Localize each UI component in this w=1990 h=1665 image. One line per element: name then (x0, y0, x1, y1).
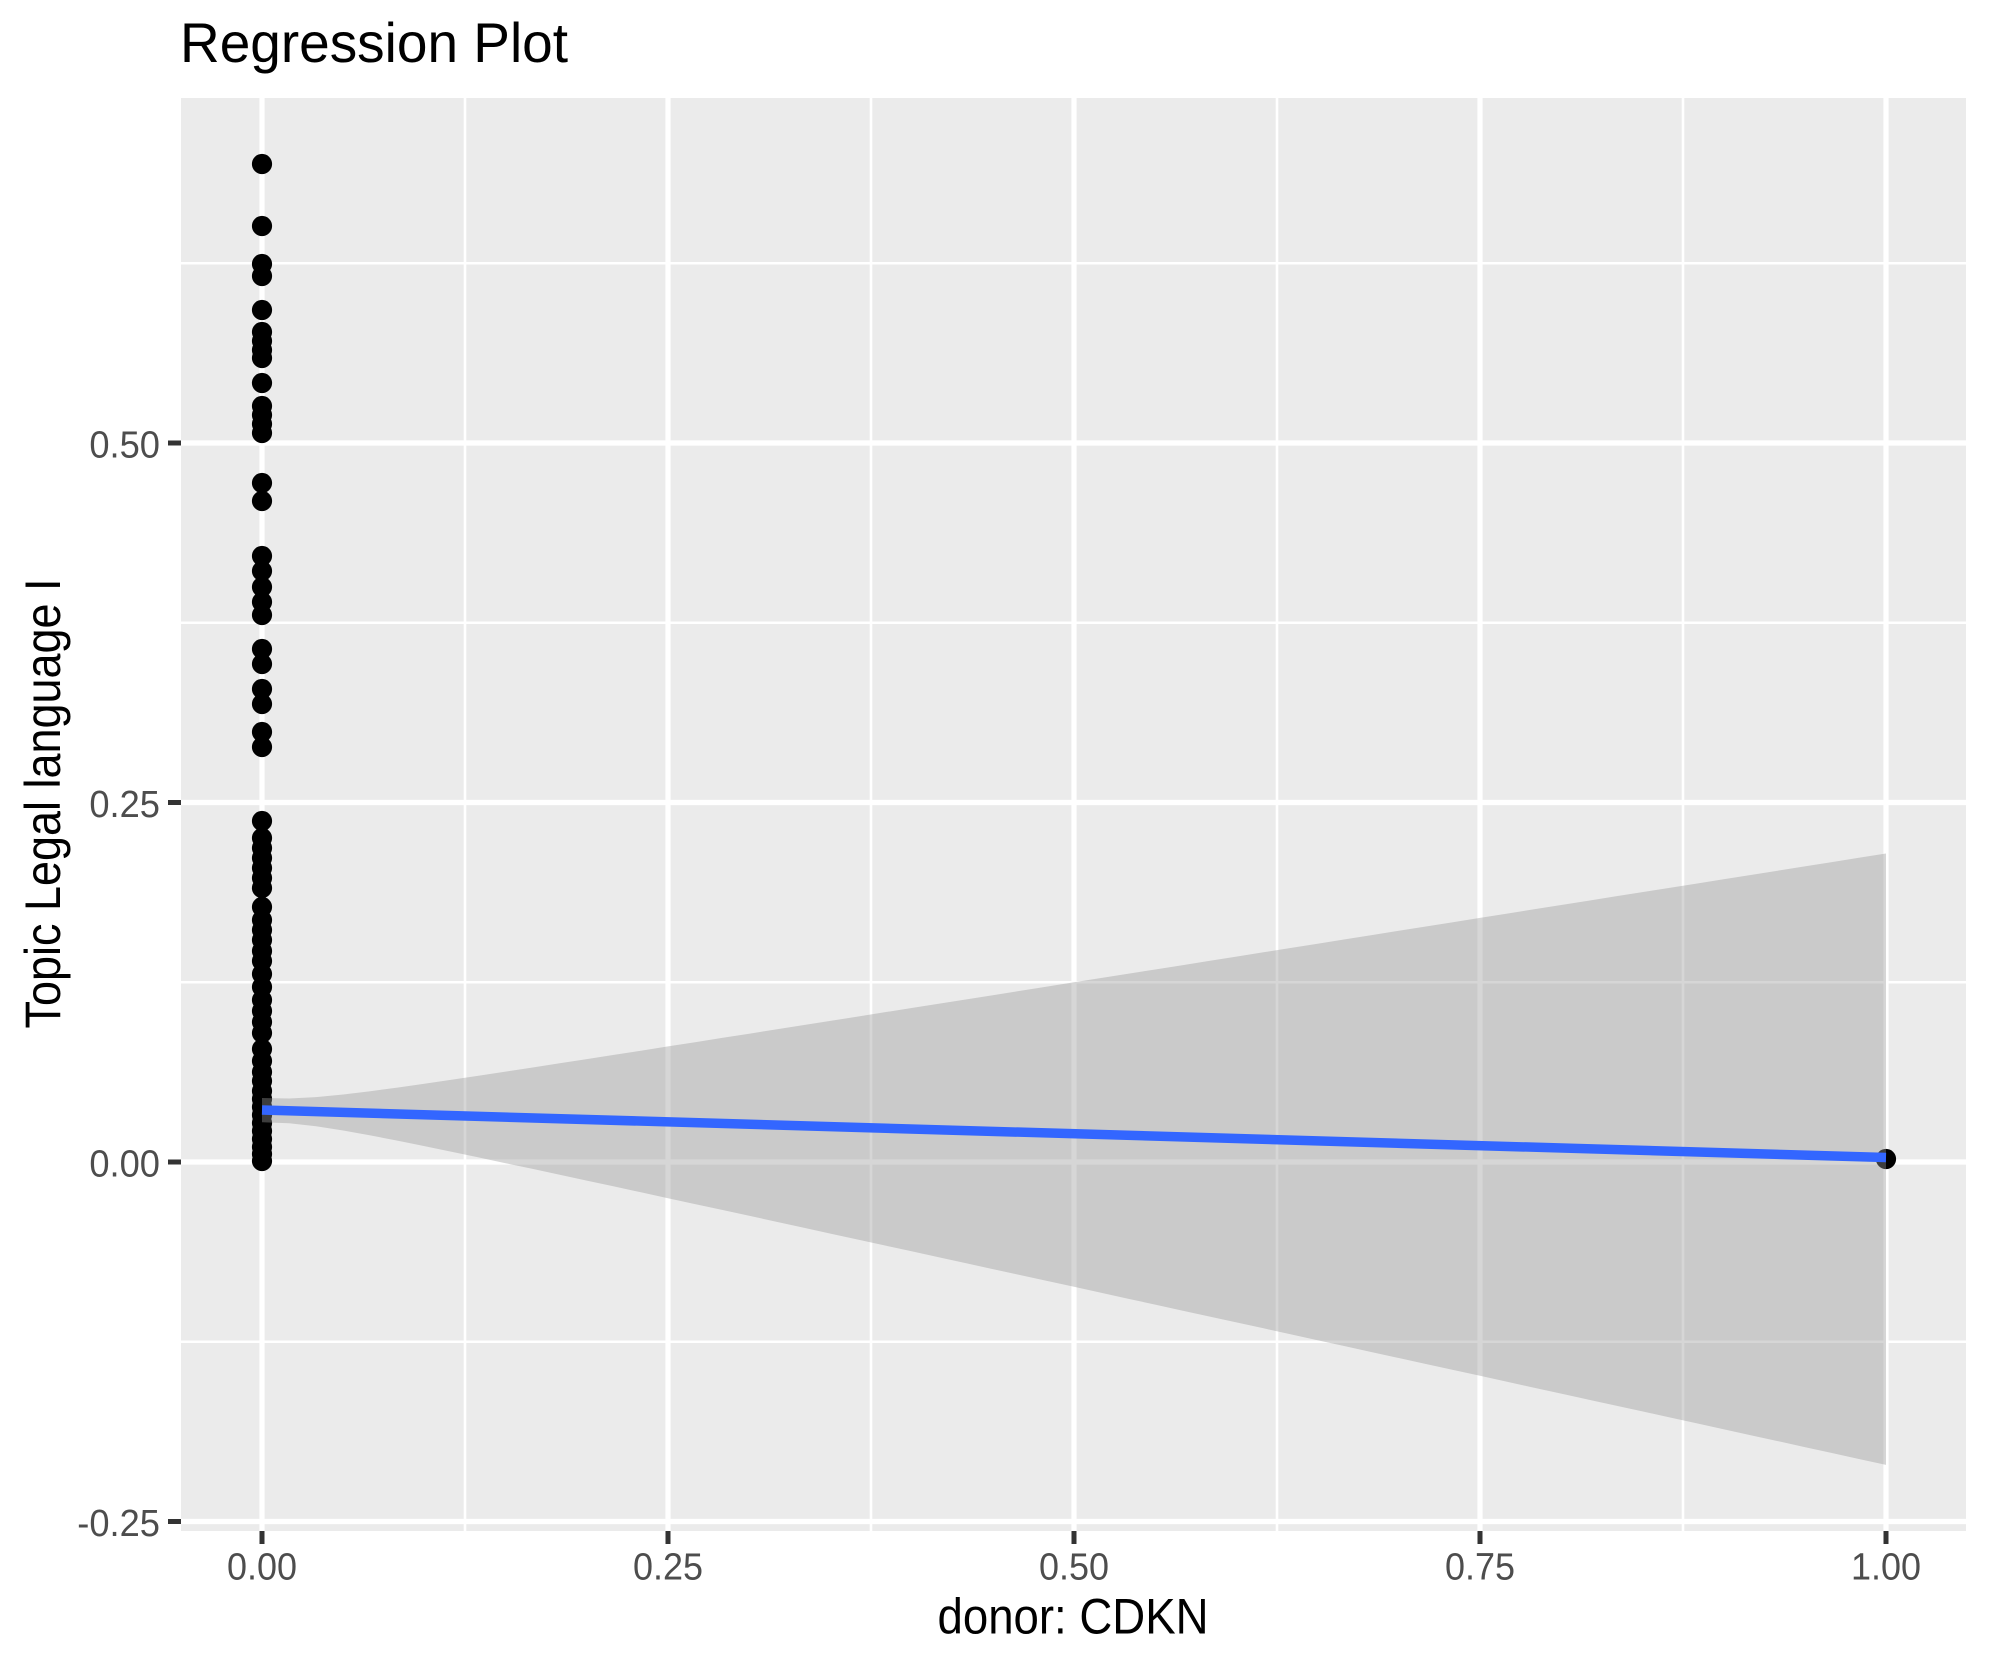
svg-text:Regression Plot: Regression Plot (180, 11, 568, 74)
svg-text:Topic Legal language I: Topic Legal language I (15, 579, 71, 1029)
svg-text:0.75: 0.75 (1445, 1547, 1515, 1589)
svg-text:0.00: 0.00 (89, 1144, 160, 1186)
svg-text:0.25: 0.25 (89, 784, 160, 826)
svg-text:0.50: 0.50 (89, 425, 160, 467)
svg-text:1.00: 1.00 (1851, 1547, 1921, 1589)
svg-text:donor: CDKN: donor: CDKN (938, 1589, 1209, 1645)
svg-text:-0.25: -0.25 (77, 1503, 160, 1545)
svg-text:0.25: 0.25 (633, 1547, 703, 1589)
svg-text:0.50: 0.50 (1039, 1547, 1109, 1589)
svg-text:0.00: 0.00 (227, 1547, 297, 1589)
